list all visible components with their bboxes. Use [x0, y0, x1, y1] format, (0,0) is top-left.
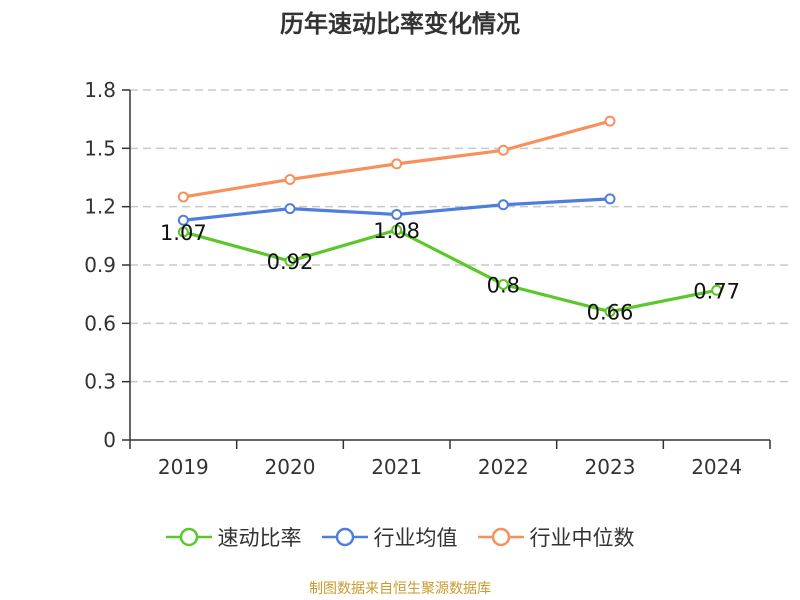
legend-label-industry-median: 行业中位数	[529, 526, 635, 550]
series-layer	[177, 115, 723, 318]
legend-item-industry-median[interactable]: 行业中位数	[477, 522, 635, 552]
data-point[interactable]	[604, 115, 616, 127]
data-label: 0.92	[267, 250, 314, 274]
y-tick-label: 1.2	[84, 195, 116, 219]
legend-label-industry-mean: 行业均值	[373, 526, 458, 550]
chart-title: 历年速动比率变化情况	[280, 10, 520, 38]
x-tick-label: 2024	[691, 455, 742, 479]
x-tick-label: 2019	[158, 455, 209, 479]
axes: 0 0.3 0.6 0.9 1.2 1.5 1.8 2019 2020 2021 2022 2023 2…	[84, 78, 771, 479]
data-point[interactable]	[284, 173, 296, 185]
y-tick-label: 0.9	[84, 253, 116, 277]
legend-label-quick-ratio: 速动比率	[217, 526, 302, 550]
data-point[interactable]	[604, 306, 616, 318]
y-tick-label: 0.6	[84, 311, 116, 335]
data-label: 1.07	[160, 221, 207, 245]
data-point[interactable]	[391, 224, 403, 236]
legend-item-quick-ratio[interactable]: 速动比率	[165, 522, 302, 552]
y-tick-label: 1.5	[84, 136, 116, 160]
data-point[interactable]	[497, 199, 509, 211]
data-label: 1.08	[373, 219, 420, 243]
legend-item-industry-mean[interactable]: 行业均值	[321, 522, 458, 552]
data-point[interactable]	[177, 214, 189, 226]
data-point[interactable]	[604, 193, 616, 205]
data-point[interactable]	[177, 226, 189, 238]
y-tick-label: 0	[103, 428, 116, 452]
x-tick-label: 2022	[478, 455, 529, 479]
data-label: 0.8	[487, 273, 520, 297]
data-point[interactable]	[711, 284, 723, 296]
y-tick-label: 1.8	[84, 78, 116, 102]
legend-marker-industry-mean	[321, 527, 368, 547]
series-line	[182, 228, 717, 314]
data-labels: 1.07 0.92 1.08 0.8 0.66 0.77	[160, 219, 740, 325]
data-label: 0.66	[587, 301, 634, 325]
data-point[interactable]	[284, 203, 296, 215]
x-tick-label: 2021	[371, 455, 422, 479]
source-note: 制图数据来自恒生聚源数据库	[309, 581, 491, 597]
data-label: 0.77	[693, 279, 740, 303]
legend-marker-quick-ratio	[165, 527, 212, 547]
legend: 速动比率 行业均值 行业中位数	[0, 520, 800, 554]
data-point[interactable]	[497, 144, 509, 156]
data-point[interactable]	[391, 158, 403, 170]
grid-lines	[130, 89, 790, 383]
data-point[interactable]	[177, 191, 189, 203]
data-point[interactable]	[497, 278, 509, 290]
legend-marker-industry-median	[477, 527, 524, 547]
y-tick-label: 0.3	[84, 370, 116, 394]
x-tick-label: 2020	[265, 455, 316, 479]
data-point[interactable]	[391, 208, 403, 220]
data-point[interactable]	[284, 255, 296, 267]
x-tick-label: 2023	[585, 455, 636, 479]
